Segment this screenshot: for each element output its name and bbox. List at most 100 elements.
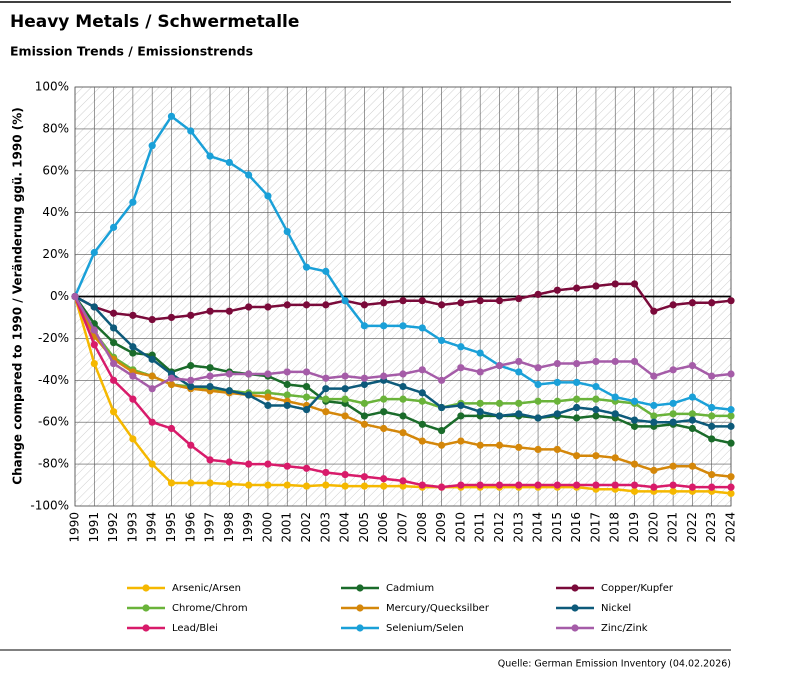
data-point xyxy=(611,481,619,489)
data-point xyxy=(534,414,542,422)
y-axis-label: Change compared to 1990 / Veränderung gg… xyxy=(11,107,25,484)
data-point xyxy=(495,412,504,420)
data-point xyxy=(245,481,253,489)
legend-marker xyxy=(571,604,579,612)
data-point xyxy=(283,462,291,470)
data-point xyxy=(109,408,118,416)
x-tick-label: 2013 xyxy=(511,512,525,543)
x-tick-label: 2004 xyxy=(338,512,352,543)
data-point xyxy=(650,412,658,420)
x-tick-label: 1990 xyxy=(68,512,82,543)
data-point xyxy=(476,408,484,416)
y-tick-label: -80% xyxy=(38,457,69,471)
data-point xyxy=(322,468,330,477)
data-point xyxy=(322,301,330,309)
x-tick-label: 2017 xyxy=(588,512,602,543)
data-point xyxy=(592,412,600,420)
data-point xyxy=(727,412,735,420)
data-point xyxy=(283,227,291,236)
data-point xyxy=(669,399,677,407)
data-point xyxy=(688,410,697,418)
data-point xyxy=(341,395,349,403)
data-point xyxy=(457,401,465,410)
x-tick-label: 2002 xyxy=(299,512,313,543)
data-point xyxy=(148,460,156,468)
data-point xyxy=(534,481,542,489)
x-tick-label: 2019 xyxy=(627,512,641,543)
data-point xyxy=(264,393,272,401)
legend-marker xyxy=(142,584,150,592)
data-point xyxy=(322,385,330,393)
data-point xyxy=(669,410,677,418)
data-point xyxy=(534,397,542,405)
data-point xyxy=(495,399,504,407)
data-point xyxy=(515,481,523,489)
data-point xyxy=(708,403,716,412)
data-point xyxy=(264,303,272,311)
data-point xyxy=(437,441,446,449)
data-point xyxy=(515,410,523,418)
data-point xyxy=(264,481,272,489)
data-point xyxy=(380,299,388,307)
data-point xyxy=(360,301,369,309)
data-point xyxy=(380,408,388,416)
data-point xyxy=(109,359,118,368)
x-tick-label: 2021 xyxy=(666,512,680,543)
data-point xyxy=(399,412,407,420)
data-point xyxy=(302,368,311,376)
data-point xyxy=(708,412,716,420)
x-tick-label: 1999 xyxy=(241,512,255,543)
data-point xyxy=(495,297,504,305)
data-point xyxy=(148,372,156,380)
data-point xyxy=(129,372,137,380)
data-point xyxy=(360,380,369,389)
data-point xyxy=(727,473,735,481)
x-tick-label: 1993 xyxy=(125,512,139,543)
data-point xyxy=(630,280,639,288)
data-point xyxy=(360,420,369,428)
data-point xyxy=(573,481,581,489)
x-tick-label: 1996 xyxy=(183,512,197,543)
data-point xyxy=(727,297,735,305)
data-point xyxy=(109,324,118,332)
data-point xyxy=(399,482,407,490)
data-point xyxy=(302,406,311,414)
x-tick-label: 2006 xyxy=(376,512,390,543)
data-point xyxy=(495,362,504,370)
data-point xyxy=(341,297,349,305)
data-point xyxy=(148,315,156,324)
data-point xyxy=(283,401,291,410)
data-point xyxy=(611,280,619,288)
data-point xyxy=(399,382,407,391)
data-point xyxy=(727,489,735,498)
data-point xyxy=(515,357,523,366)
x-tick-label: 2009 xyxy=(434,512,448,543)
data-point xyxy=(322,395,330,403)
data-point xyxy=(109,338,118,347)
data-point xyxy=(264,401,272,410)
data-point xyxy=(553,286,561,294)
data-point xyxy=(302,263,311,271)
data-point xyxy=(283,380,291,389)
x-tick-label: 2003 xyxy=(318,512,332,543)
data-point xyxy=(573,403,581,412)
data-point xyxy=(225,158,233,167)
data-point xyxy=(341,470,349,479)
data-point xyxy=(399,322,407,330)
data-point xyxy=(71,292,79,301)
data-point xyxy=(688,424,697,433)
data-point xyxy=(573,378,581,386)
chart-subtitle: Emission Trends / Emissionstrends xyxy=(10,44,253,59)
data-point xyxy=(206,479,214,487)
data-point xyxy=(90,359,98,368)
data-point xyxy=(495,481,504,489)
y-tick-label: 40% xyxy=(42,205,69,219)
data-point xyxy=(148,385,156,393)
legend-marker xyxy=(142,624,150,632)
data-point xyxy=(553,445,561,454)
data-point xyxy=(708,470,716,479)
data-point xyxy=(650,483,658,491)
legend-marker xyxy=(571,624,579,632)
data-point xyxy=(418,420,426,428)
data-point xyxy=(380,482,388,490)
